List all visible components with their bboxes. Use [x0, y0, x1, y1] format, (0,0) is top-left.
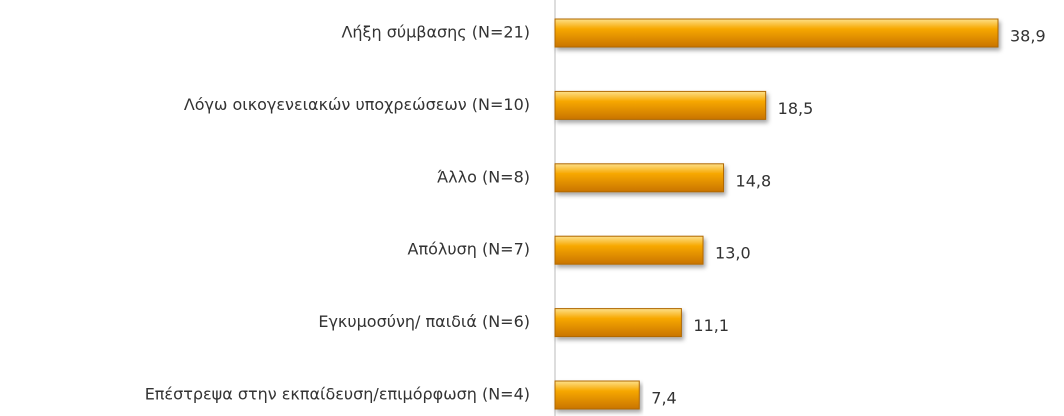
bar: [554, 90, 767, 120]
value-label: 38,9: [1010, 27, 1046, 46]
category-label: Εγκυμοσύνη/ παιδιά (Ν=6): [318, 312, 530, 331]
bar: [554, 18, 999, 48]
bar: [554, 308, 682, 338]
bar: [554, 235, 704, 265]
value-label: 11,1: [693, 316, 729, 335]
value-label: 14,8: [736, 171, 772, 190]
category-label: Επέστρεψα στην εκπαίδευση/επιμόρφωση (Ν=…: [145, 385, 530, 404]
category-label: Άλλο (Ν=8): [437, 167, 530, 186]
bar: [554, 380, 640, 410]
bar: [554, 163, 725, 193]
value-label: 13,0: [715, 244, 751, 263]
category-label: Απόλυση (Ν=7): [408, 240, 531, 259]
category-label: Λόγω οικογενειακών υποχρεώσεων (Ν=10): [184, 95, 530, 114]
category-label: Λήξη σύμβασης (Ν=21): [341, 23, 530, 42]
value-label: 7,4: [651, 389, 676, 408]
value-label: 18,5: [778, 99, 814, 118]
